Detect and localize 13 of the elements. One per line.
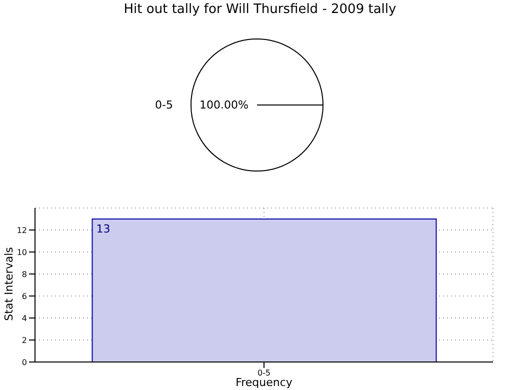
y-tick-label: 2 <box>22 336 27 345</box>
slice-label: 0-5 <box>155 98 173 112</box>
y-tick-label: 12 <box>16 226 27 235</box>
y-tick-label: 4 <box>22 314 27 323</box>
y-tick-label: 10 <box>16 248 27 257</box>
y-axis-title: Stat Intervals <box>2 246 16 321</box>
x-axis-title: Frequency <box>236 376 293 389</box>
y-tick-label: 0 <box>22 358 27 367</box>
chart-title: Hit out tally for Will Thursfield - 2009 tally <box>122 2 398 17</box>
data-label: 13 <box>96 222 110 236</box>
data-label: 100.00% <box>200 98 248 112</box>
y-tick-label: 8 <box>22 270 27 279</box>
y-tick-label: 6 <box>22 292 27 301</box>
